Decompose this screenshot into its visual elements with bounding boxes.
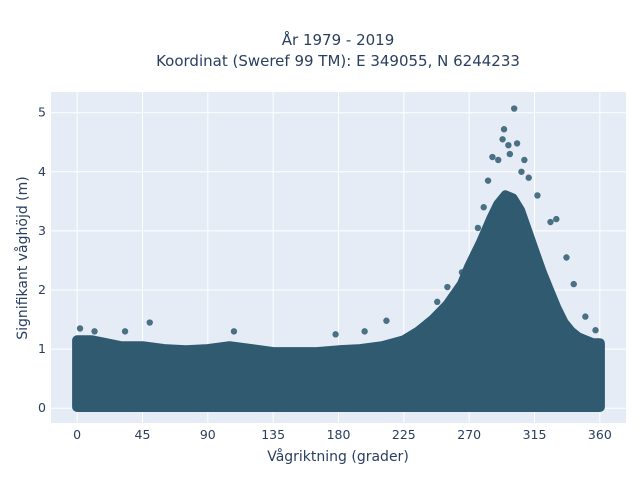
- scatter-point: [146, 319, 153, 326]
- chart-title-line2: Koordinat (Sweref 99 TM): E 349055, N 62…: [156, 52, 520, 70]
- x-tick-label: 135: [261, 427, 285, 442]
- x-tick-label: 90: [200, 427, 216, 442]
- scatter-point: [510, 105, 518, 112]
- scatter-point: [495, 156, 502, 164]
- y-tick-label: 5: [38, 105, 46, 120]
- scatter-point: [76, 325, 84, 332]
- scatter-point: [582, 313, 589, 320]
- scatter-point: [121, 328, 129, 335]
- scatter-point: [444, 283, 451, 291]
- scatter-point: [534, 192, 541, 199]
- x-tick-label: 0: [73, 427, 81, 442]
- y-tick-label: 2: [38, 282, 46, 297]
- scatter-point: [521, 156, 528, 164]
- scatter-point: [484, 177, 492, 184]
- scatter-point: [505, 141, 512, 149]
- scatter-point: [474, 224, 482, 232]
- scatter-point: [230, 328, 238, 335]
- scatter-point: [480, 204, 487, 211]
- y-axis-label: Signifikant våghöjd (m): [14, 176, 31, 339]
- scatter-point: [332, 331, 339, 338]
- scatter-point: [91, 328, 98, 335]
- scatter-point: [361, 328, 368, 335]
- scatter-point: [513, 140, 521, 147]
- scatter-point: [563, 254, 570, 261]
- scatter-point: [518, 168, 525, 175]
- scatter-point: [499, 136, 506, 143]
- x-tick-label: 45: [135, 427, 151, 442]
- x-tick-label: 180: [327, 427, 351, 442]
- y-tick-label: 3: [38, 223, 46, 238]
- y-axis-ticks: 0 1 2 3 4 5: [38, 105, 46, 416]
- scatter-point: [547, 218, 554, 226]
- y-tick-label: 0: [38, 400, 46, 415]
- x-tick-label: 225: [392, 427, 416, 442]
- y-tick-label: 4: [38, 164, 46, 179]
- scatter-point: [570, 280, 577, 288]
- scatter-point: [525, 174, 532, 181]
- scatter-point: [458, 269, 466, 276]
- x-axis-label: Vågriktning (grader): [267, 448, 409, 465]
- y-tick-label: 1: [38, 341, 46, 356]
- x-axis-ticks: 0 45 90 135 180 225 270 315 360: [73, 427, 612, 442]
- scatter-point: [506, 150, 514, 158]
- scatter-dense-region: [72, 190, 605, 412]
- scatter-point: [489, 153, 496, 161]
- scatter-point: [553, 215, 560, 223]
- x-tick-label: 360: [588, 427, 612, 442]
- scatter-point: [383, 317, 390, 324]
- x-tick-label: 315: [523, 427, 547, 442]
- scatter-point: [500, 126, 508, 133]
- scatter-point: [592, 327, 599, 334]
- data-points: [72, 105, 605, 412]
- chart-title-line1: År 1979 - 2019: [282, 30, 395, 49]
- scatter-point: [434, 298, 441, 306]
- x-tick-label: 270: [457, 427, 481, 442]
